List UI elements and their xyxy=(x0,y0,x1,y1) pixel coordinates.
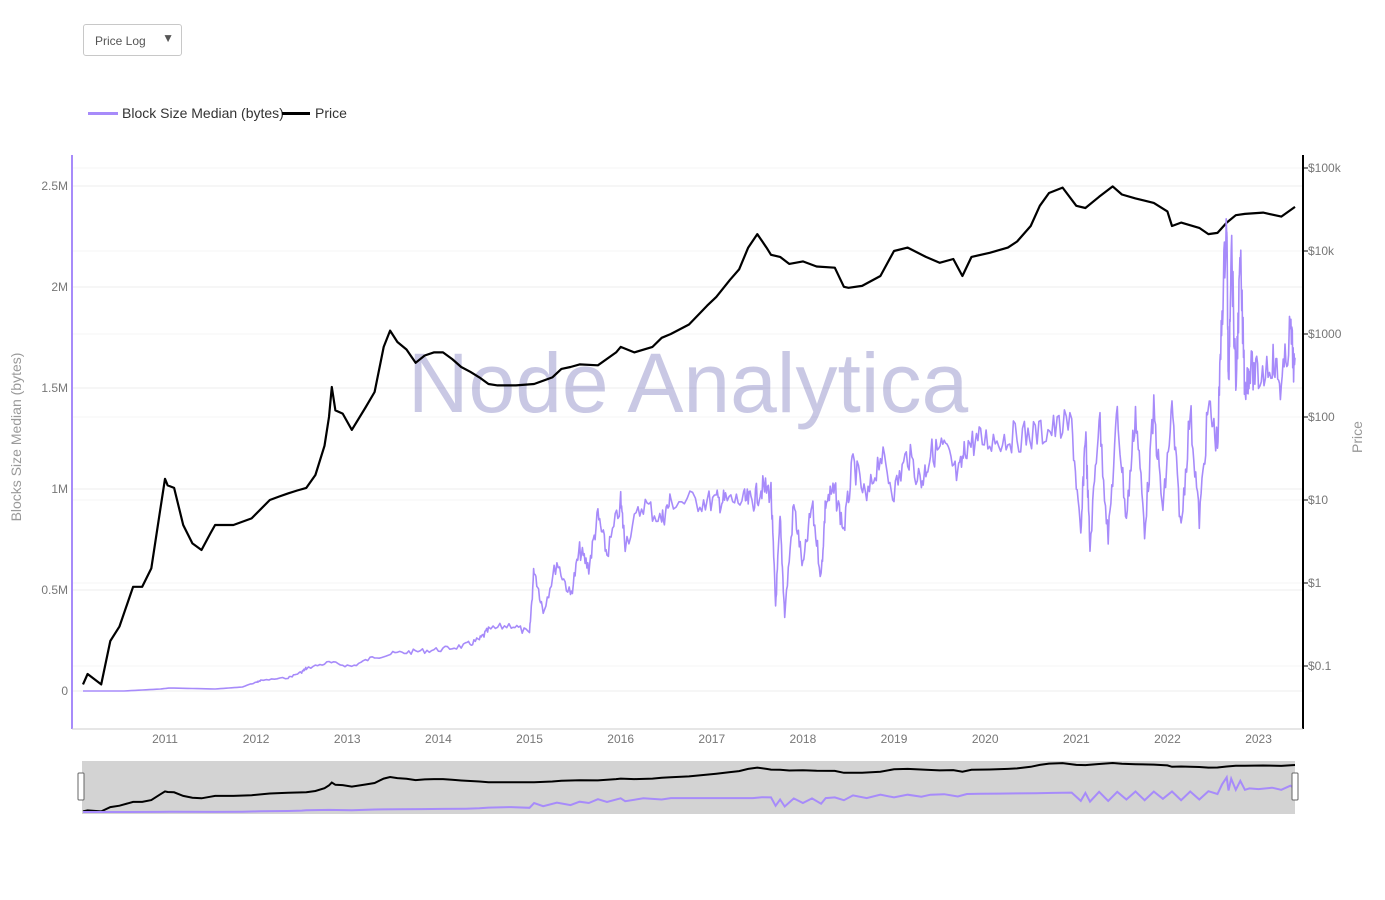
left-tick-label: 1M xyxy=(51,482,68,496)
block-size-line xyxy=(83,218,1296,692)
x-tick-label: 2016 xyxy=(607,732,634,746)
legend-swatch-price xyxy=(282,112,310,115)
legend-item-price[interactable]: Price xyxy=(282,104,362,122)
navigator-handle-left[interactable] xyxy=(77,772,85,801)
right-tick-label: $10k xyxy=(1308,244,1335,258)
x-tick-label: 2013 xyxy=(334,732,361,746)
legend-label-block-size: Block Size Median (bytes) xyxy=(122,105,284,121)
navigator-background xyxy=(82,761,1295,814)
x-tick-label: 2023 xyxy=(1245,732,1272,746)
price-scale-select[interactable]: Price Log ▼ xyxy=(83,24,182,56)
triangle-down-icon: ▼ xyxy=(162,31,174,45)
series-layer xyxy=(81,185,1296,692)
x-tick-label: 2022 xyxy=(1154,732,1181,746)
x-tick-label: 2015 xyxy=(516,732,543,746)
right-axis-ticks: $0.1 $1 $10 $100 $1000 $10k $100k xyxy=(1303,161,1342,673)
navigator-series xyxy=(82,761,1296,813)
navigator-price-line xyxy=(82,761,1296,813)
left-axis-title: Blocks Size Median (bytes) xyxy=(8,353,24,522)
navigator[interactable] xyxy=(77,761,1299,814)
left-tick-label: 0 xyxy=(61,684,68,698)
navigator-handle-right[interactable] xyxy=(1291,772,1299,801)
x-axis-ticks: 2011 2012 2013 2014 2015 2016 2017 2018 2019 2020… xyxy=(152,732,1272,746)
legend-label-price: Price xyxy=(315,105,347,121)
legend-swatch-block-size xyxy=(88,112,118,115)
right-tick-label: $1000 xyxy=(1308,327,1342,341)
x-tick-label: 2021 xyxy=(1063,732,1090,746)
x-tick-label: 2019 xyxy=(881,732,908,746)
price-line xyxy=(81,185,1296,686)
left-tick-label: 0.5M xyxy=(41,583,68,597)
grid-lines xyxy=(72,167,1303,692)
right-tick-label: $1 xyxy=(1308,576,1322,590)
left-axis-ticks: 0 0.5M 1M 1.5M 2M 2.5M xyxy=(41,179,68,698)
left-tick-label: 2M xyxy=(51,280,68,294)
x-tick-label: 2011 xyxy=(152,732,178,746)
x-tick-label: 2018 xyxy=(790,732,817,746)
x-tick-label: 2020 xyxy=(972,732,999,746)
x-tick-label: 2012 xyxy=(243,732,270,746)
left-tick-label: 2.5M xyxy=(41,179,68,193)
watermark: Node Analytica xyxy=(408,336,969,430)
navigator-block-size-line xyxy=(83,774,1296,813)
right-tick-label: $0.1 xyxy=(1308,659,1332,673)
legend-item-block-size[interactable]: Block Size Median (bytes) xyxy=(88,104,284,122)
right-axis-title: Price xyxy=(1349,421,1365,453)
x-tick-label: 2017 xyxy=(698,732,725,746)
left-tick-label: 1.5M xyxy=(41,381,68,395)
x-tick-label: 2014 xyxy=(425,732,452,746)
right-tick-label: $10 xyxy=(1308,493,1328,507)
price-scale-select-value: Price Log xyxy=(95,34,146,48)
right-tick-label: $100k xyxy=(1308,161,1342,175)
right-tick-label: $100 xyxy=(1308,410,1335,424)
